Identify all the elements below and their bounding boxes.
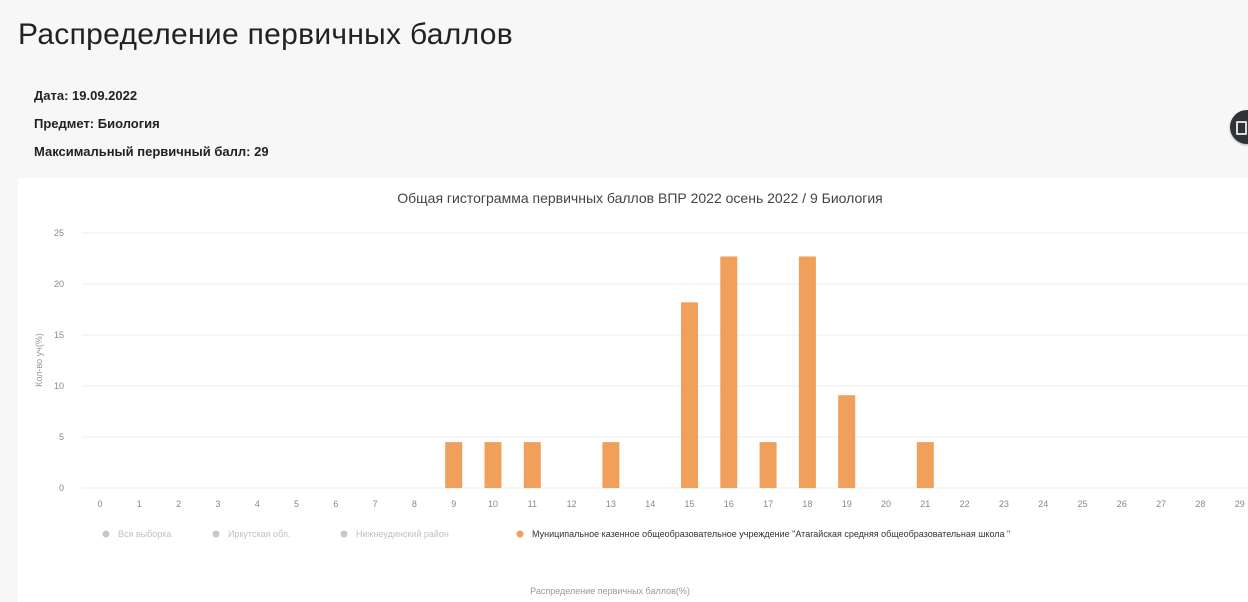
y-axis-title: Кол-во уч(%) (34, 333, 44, 387)
legend-marker (340, 530, 348, 538)
x-axis-ticks: 0 1 2 3 4 5 6 7 8 9 10 11 12 13 14 15 16 17 18 19 20 21 22 23 24… (97, 499, 1244, 509)
legend-label: Муниципальное казенное общеобразовательн… (532, 529, 1010, 539)
y-axis-ticks: 0 5 10 15 20 25 (54, 228, 64, 493)
bar[interactable] (484, 442, 502, 488)
x-tick-label: 7 (373, 499, 378, 509)
x-tick-label: 0 (97, 499, 102, 509)
x-tick-label: 24 (1038, 499, 1048, 509)
x-tick-label: 2 (176, 499, 181, 509)
x-tick-label: 27 (1156, 499, 1166, 509)
x-axis-title: Распределение первичных баллов(%) (530, 586, 690, 596)
x-tick-label: 11 (528, 499, 537, 509)
x-tick-label: 29 (1235, 499, 1245, 509)
bar[interactable] (720, 256, 738, 488)
subject-line: Предмет: Биология (34, 116, 160, 131)
x-tick-label: 3 (215, 499, 220, 509)
bar[interactable] (681, 302, 698, 488)
y-tick-label: 10 (54, 381, 64, 391)
legend-item[interactable]: Нижнеудинский район (340, 529, 449, 539)
max-score-line: Максимальный первичный балл: 29 (34, 144, 269, 159)
x-tick-label: 16 (724, 499, 734, 509)
x-tick-label: 15 (684, 499, 694, 509)
y-tick-label: 25 (54, 228, 64, 238)
y-tick-label: 15 (54, 330, 64, 340)
x-tick-label: 10 (488, 499, 498, 509)
legend-marker (212, 530, 220, 538)
legend-label: Вся выборка (118, 529, 171, 539)
x-tick-label: 9 (451, 499, 456, 509)
bars-layer (445, 256, 934, 488)
bar[interactable] (916, 442, 934, 488)
legend-label: Иркутская обл. (228, 529, 291, 539)
x-tick-label: 14 (645, 499, 655, 509)
legend-item[interactable]: Муниципальное казенное общеобразовательн… (516, 529, 1011, 539)
x-tick-label: 20 (881, 499, 891, 509)
x-tick-label: 21 (920, 499, 930, 509)
x-tick-label: 23 (999, 499, 1009, 509)
bar[interactable] (523, 442, 541, 488)
legend: Вся выборка Иркутская обл. Нижнеудинский р… (102, 529, 1011, 539)
x-tick-label: 13 (606, 499, 616, 509)
x-tick-label: 8 (412, 499, 417, 509)
chart-title: Общая гистограмма первичных баллов ВПР 2… (397, 190, 882, 206)
bar[interactable] (445, 442, 463, 488)
date-line: Дата: 19.09.2022 (34, 88, 138, 103)
bar[interactable] (759, 442, 777, 488)
legend-item[interactable]: Вся выборка (102, 529, 172, 539)
legend-item[interactable]: Иркутская обл. (212, 529, 291, 539)
chart-card: Общая гистограмма первичных баллов ВПР 2… (18, 178, 1248, 602)
x-tick-label: 19 (842, 499, 852, 509)
legend-label: Нижнеудинский район (356, 529, 449, 539)
x-tick-label: 25 (1077, 499, 1087, 509)
export-menu-icon (1236, 121, 1247, 135)
x-tick-label: 17 (763, 499, 773, 509)
x-tick-label: 1 (137, 499, 142, 509)
page-title: Распределение первичных баллов (18, 18, 513, 51)
x-tick-label: 26 (1117, 499, 1127, 509)
legend-marker (102, 530, 110, 538)
bar[interactable] (798, 256, 816, 488)
y-tick-label: 20 (54, 279, 64, 289)
export-button[interactable] (1230, 110, 1248, 144)
legend-marker (516, 530, 524, 538)
y-tick-label: 0 (59, 483, 64, 493)
bar[interactable] (602, 442, 620, 488)
x-tick-label: 28 (1195, 499, 1205, 509)
x-tick-label: 18 (802, 499, 812, 509)
report-meta: Дата: 19.09.2022 Предмет: Биология Макси… (34, 82, 269, 166)
histogram-chart: Общая гистограмма первичных баллов ВПР 2… (34, 190, 1248, 596)
x-tick-label: 22 (960, 499, 970, 509)
grid-layer (82, 232, 1248, 489)
x-tick-label: 4 (255, 499, 260, 509)
bar[interactable] (838, 395, 856, 488)
y-tick-label: 5 (59, 432, 64, 442)
x-tick-label: 12 (567, 499, 577, 509)
x-tick-label: 6 (333, 499, 338, 509)
x-tick-label: 5 (294, 499, 299, 509)
